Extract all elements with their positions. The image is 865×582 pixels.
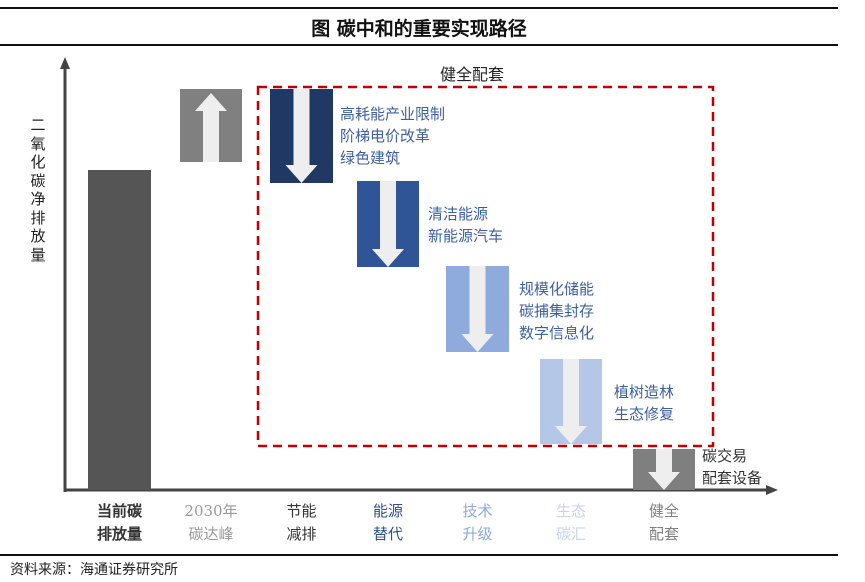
note-line: 清洁能源	[428, 205, 489, 223]
source-rule	[0, 554, 838, 556]
arrow-down-icon	[555, 359, 587, 444]
x-label-3: 节能 减排	[262, 500, 342, 546]
note-line: 配套设备	[702, 469, 763, 487]
bar-2	[180, 89, 242, 162]
y-axis-label: 二氧化碳净排放量	[30, 116, 46, 264]
x-label-line: 节能	[286, 502, 317, 520]
x-label-6: 生态 碳汇	[531, 500, 611, 546]
x-label-4: 能源 替代	[348, 500, 428, 546]
figure-title: 图 碳中和的重要实现路径	[311, 18, 527, 40]
note-line: 规模化储能	[519, 280, 595, 298]
note-line: 碳交易	[702, 447, 748, 465]
x-label-1: 当前碳 排放量	[80, 500, 160, 546]
box-label: 健全配套	[440, 65, 505, 84]
x-label-line: 技术	[462, 502, 493, 520]
note-line: 高耗能产业限制	[340, 105, 446, 123]
arrow-up-icon	[195, 93, 227, 162]
bar-7-notes: 碳交易 配套设备	[702, 445, 762, 489]
bar-5-notes: 规模化储能碳捕集封存数字信息化	[519, 278, 594, 344]
x-label-line: 当前碳	[96, 502, 142, 520]
note-line: 绿色建筑	[340, 149, 401, 167]
x-label-line: 生态	[555, 502, 586, 520]
bar-3-notes: 高耗能产业限制 阶梯电价改革 绿色建筑	[340, 103, 445, 169]
arrow-down-icon	[285, 89, 318, 183]
supporting-measures-box	[256, 85, 715, 448]
x-label-7: 健全 配套	[624, 500, 704, 546]
arrow-down-icon	[648, 449, 680, 490]
bar-3	[270, 89, 333, 183]
x-label-line: 碳汇	[555, 525, 586, 543]
bar-6	[540, 359, 602, 444]
bar-1	[88, 170, 151, 490]
arrow-down-icon	[461, 266, 494, 352]
top-rule	[0, 7, 838, 9]
x-label-line: 碳达峰	[188, 525, 234, 543]
note-line: 新能源汽车	[428, 227, 504, 245]
x-label-line: 2030年	[184, 502, 238, 520]
x-label-line: 能源	[372, 502, 403, 520]
note-line: 碳捕集封存	[519, 302, 595, 320]
x-label-line: 升级	[462, 525, 493, 543]
x-label-line: 排放量	[96, 525, 142, 543]
arrow-down-icon	[372, 181, 404, 267]
x-label-5: 技术 升级	[438, 500, 518, 546]
bar-5	[446, 266, 509, 352]
source-note: 资料来源：海通证券研究所	[10, 562, 178, 578]
x-label-2: 2030年碳达峰	[171, 500, 251, 546]
bar-6-notes: 植树造林 生态修复	[614, 381, 674, 425]
bar-7	[633, 449, 695, 490]
x-label-line: 健全	[648, 502, 679, 520]
note-line: 阶梯电价改革	[340, 127, 431, 145]
x-label-line: 配套	[648, 525, 679, 543]
title-rule	[0, 44, 838, 46]
y-axis-arrowhead	[60, 57, 70, 69]
note-line: 生态修复	[614, 405, 675, 423]
x-label-line: 减排	[286, 525, 317, 543]
bar-4	[357, 181, 419, 267]
x-axis-arrowhead	[766, 485, 778, 495]
bar-4-notes: 清洁能源 新能源汽车	[428, 203, 503, 247]
x-label-line: 替代	[372, 525, 403, 543]
note-line: 植树造林	[614, 383, 675, 401]
note-line: 数字信息化	[519, 324, 595, 342]
